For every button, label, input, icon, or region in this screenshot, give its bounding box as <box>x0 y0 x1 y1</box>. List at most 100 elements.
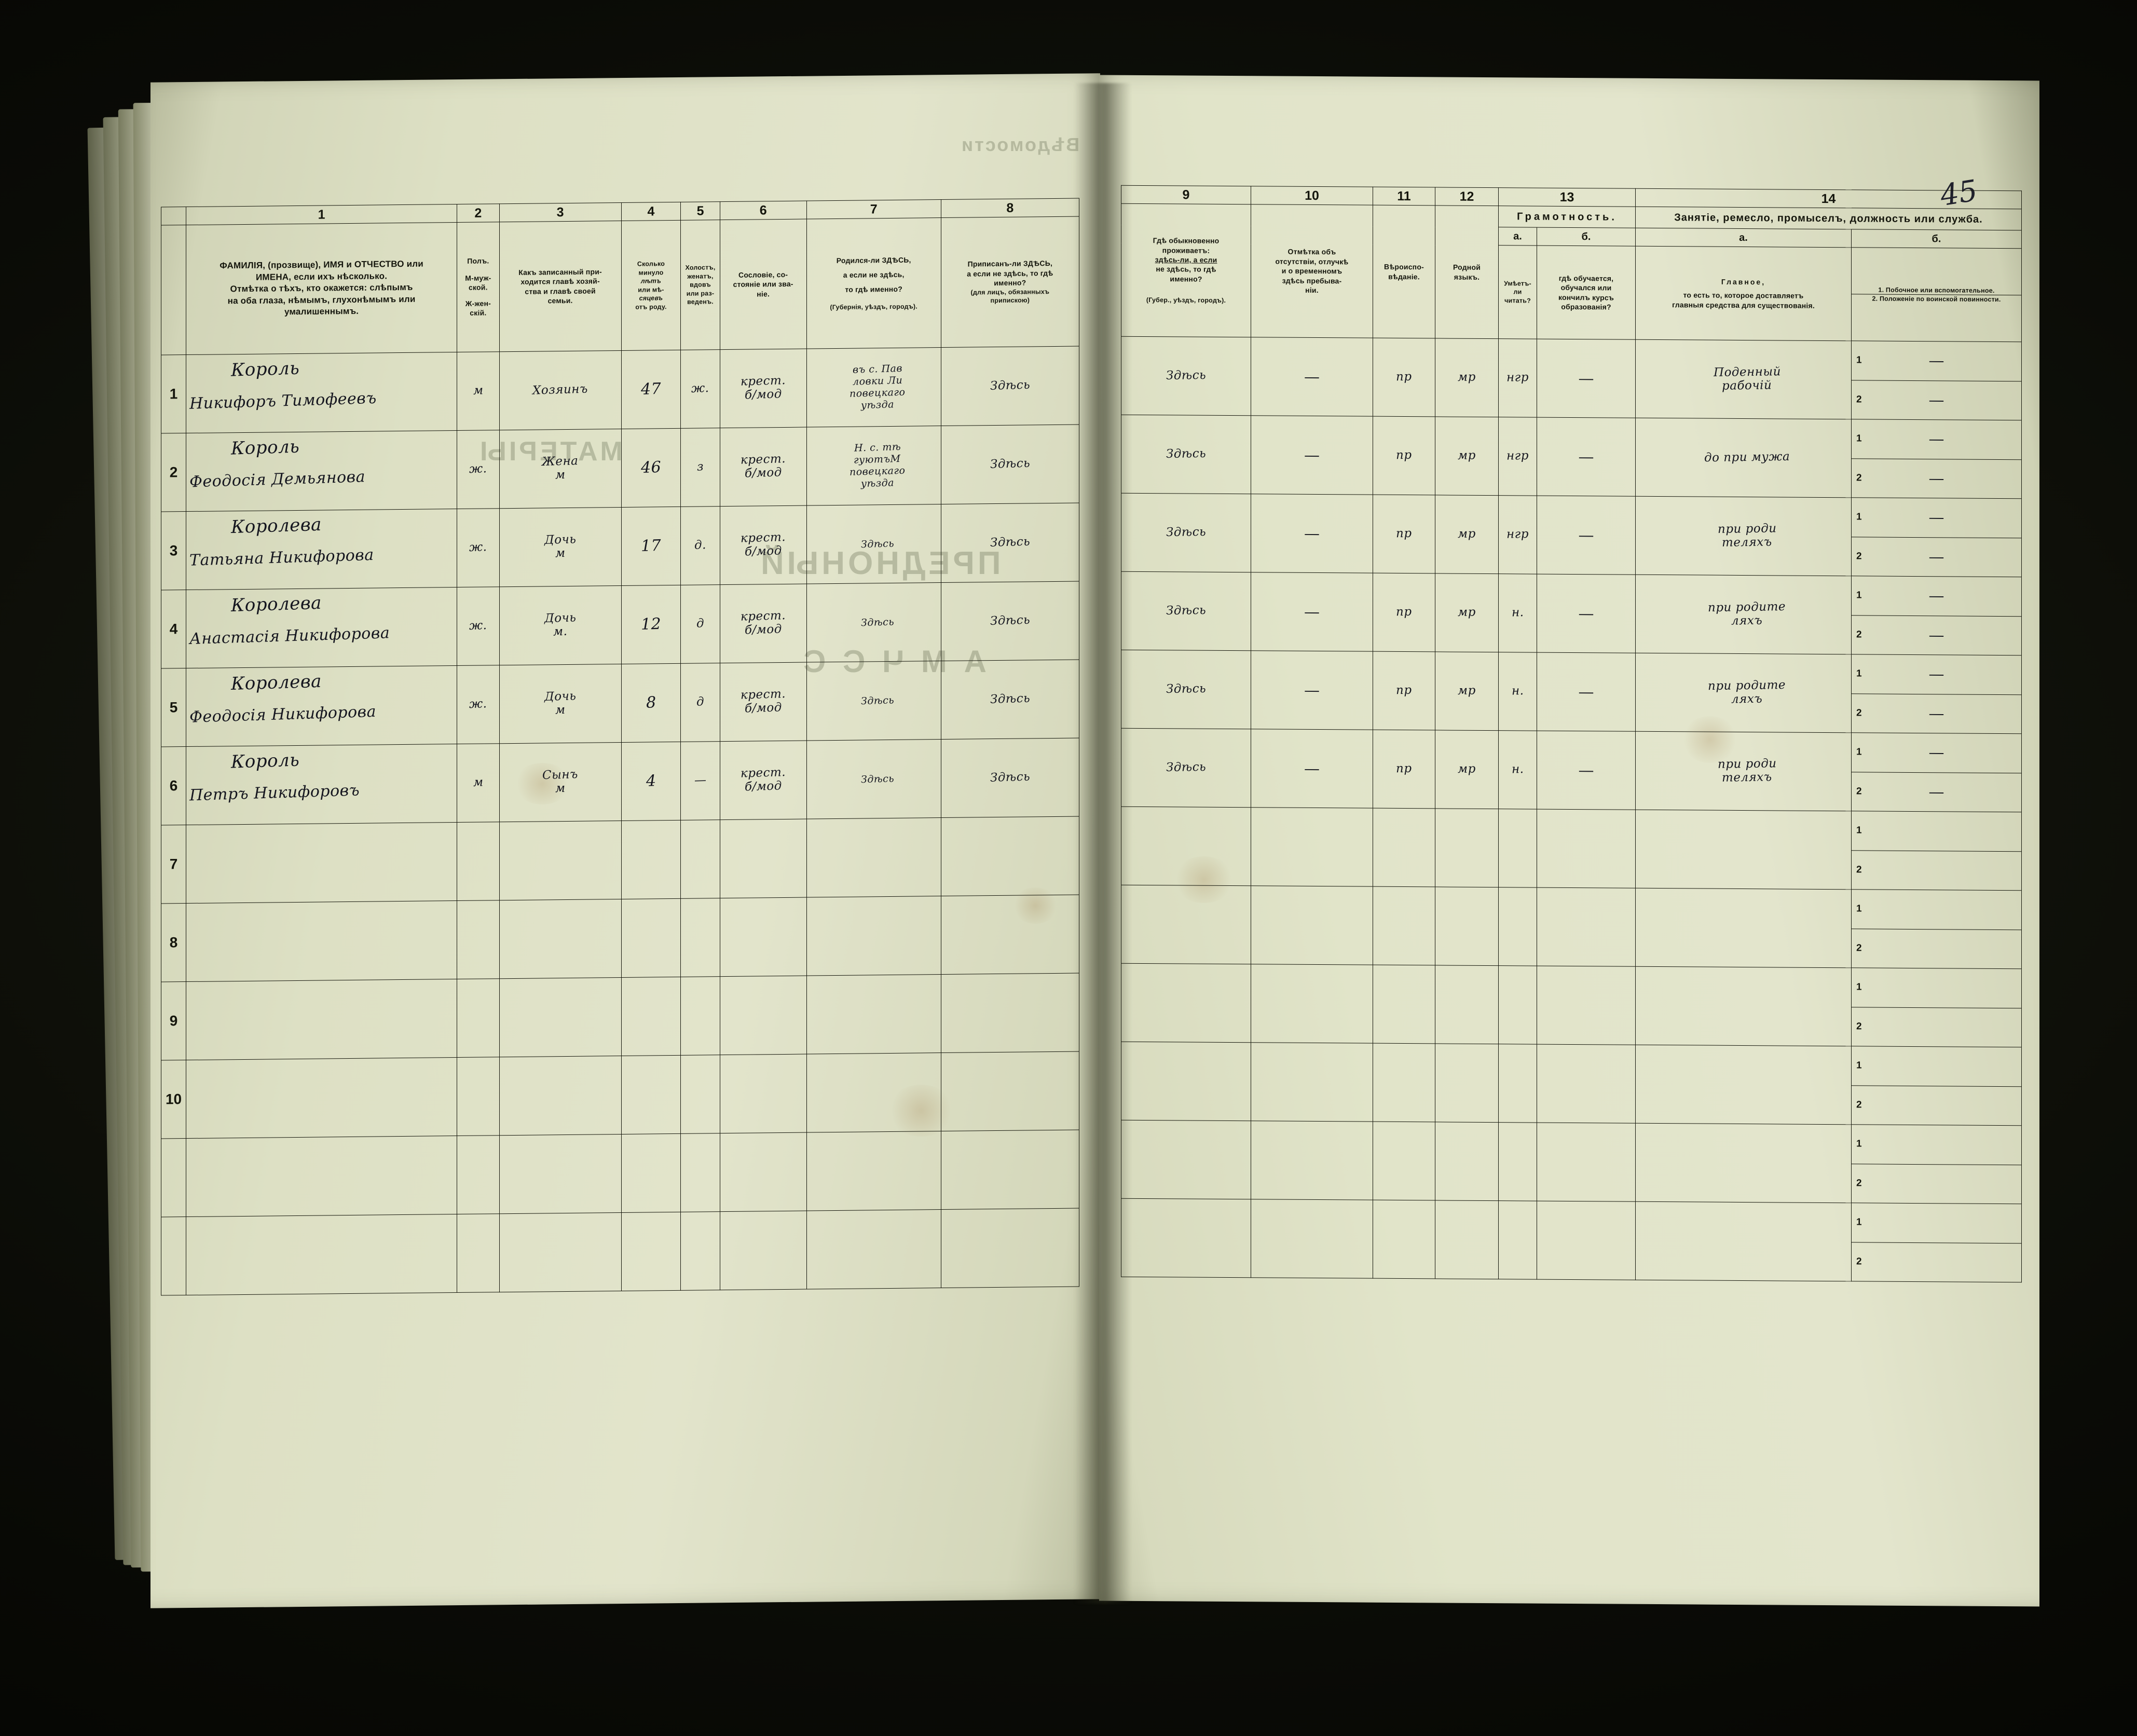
cell-absence[interactable] <box>1251 964 1373 1044</box>
cell-name[interactable]: Король Петръ Никифоровъ <box>186 744 457 825</box>
cell-language[interactable] <box>1435 965 1499 1044</box>
cell-absence[interactable]: — <box>1251 729 1373 809</box>
cell-estate[interactable] <box>720 897 807 977</box>
cell-secondary-occupation[interactable]: 1—2— <box>1851 497 2022 577</box>
cell-name[interactable]: Король Никифоръ Тимофеевъ <box>186 352 457 433</box>
cell-absence[interactable]: — <box>1251 494 1373 573</box>
aux-slot-1[interactable]: 1 <box>1852 1124 2021 1165</box>
cell-estate[interactable]: крест. б/мод <box>720 349 807 428</box>
cell-literacy-can-read[interactable]: нгр <box>1498 495 1537 575</box>
cell-absence[interactable]: — <box>1251 415 1373 495</box>
cell-absence[interactable] <box>1251 807 1373 887</box>
cell-secondary-occupation[interactable]: 1—2— <box>1851 419 2022 499</box>
aux-slot-2[interactable]: 2— <box>1856 704 1944 723</box>
cell-age[interactable]: 47 <box>621 350 681 429</box>
cell-registration[interactable]: Здѣсь <box>941 581 1079 661</box>
aux-slot-1[interactable]: 1— <box>1852 419 2021 460</box>
cell-language[interactable] <box>1435 1122 1499 1201</box>
cell-religion[interactable] <box>1373 1122 1435 1200</box>
cell-relation[interactable] <box>499 977 622 1057</box>
cell-name[interactable] <box>186 900 457 982</box>
cell-birthplace[interactable] <box>806 896 941 976</box>
cell-relation[interactable]: Жена м <box>499 429 622 509</box>
cell-secondary-occupation[interactable]: 1—2— <box>1851 340 2022 420</box>
cell-language[interactable]: мр <box>1435 338 1499 417</box>
cell-sex[interactable]: ж. <box>457 586 500 666</box>
table-row[interactable]: 10 <box>161 1051 1079 1139</box>
cell-absence[interactable] <box>1251 885 1373 965</box>
cell-literacy-can-read[interactable]: н. <box>1498 573 1537 653</box>
cell-estate[interactable] <box>720 1132 807 1212</box>
cell-registration[interactable] <box>941 973 1079 1053</box>
cell-language[interactable]: мр <box>1435 495 1499 574</box>
cell-absence[interactable]: — <box>1251 337 1373 417</box>
cell-residence[interactable]: Здѣсь <box>1121 728 1251 808</box>
cell-sex[interactable] <box>457 978 500 1058</box>
cell-marital[interactable] <box>680 1211 720 1291</box>
cell-residence[interactable]: Здѣсь <box>1121 571 1251 651</box>
cell-sex[interactable] <box>457 1057 500 1136</box>
cell-language[interactable] <box>1435 1043 1499 1123</box>
cell-marital[interactable]: д. <box>680 506 720 585</box>
aux-slot-1[interactable]: 1— <box>1852 654 2021 695</box>
aux-slot-2[interactable]: 2 <box>1856 942 1862 954</box>
aux-slot-1[interactable]: 1 <box>1852 811 2021 852</box>
table-row[interactable]: 6 Король Петръ Никифоровъ м Сынъ м 4— крест. б/м… <box>161 738 1079 825</box>
cell-birthplace[interactable] <box>806 1209 941 1290</box>
cell-secondary-occupation[interactable]: 1—2— <box>1851 576 2022 655</box>
cell-sex[interactable] <box>457 822 500 901</box>
table-row[interactable]: 1 Король Никифоръ Тимофеевъ м Хозяинъ 47 ж. кре… <box>161 346 1079 433</box>
cell-main-occupation[interactable]: до при мужа <box>1635 418 1852 498</box>
cell-literacy-education[interactable] <box>1537 809 1636 888</box>
cell-name[interactable]: Королева Феодосія Никифорова <box>186 665 457 747</box>
cell-residence[interactable] <box>1121 807 1251 886</box>
cell-registration[interactable]: Здѣсь <box>941 425 1079 504</box>
cell-name[interactable] <box>186 822 457 904</box>
aux-slot-1[interactable]: 1 <box>1852 1046 2021 1087</box>
cell-age[interactable] <box>621 977 681 1056</box>
cell-religion[interactable] <box>1373 1200 1435 1279</box>
cell-estate[interactable] <box>720 1054 807 1133</box>
cell-estate[interactable] <box>720 976 807 1055</box>
cell-literacy-education[interactable] <box>1537 1044 1636 1124</box>
cell-literacy-can-read[interactable]: нгр <box>1498 338 1537 418</box>
aux-slot-2[interactable]: 2— <box>1856 626 1944 645</box>
cell-birthplace[interactable]: Н. с. тѣ гуютъМ повецкаго уѣзда <box>806 426 941 506</box>
cell-estate[interactable]: крест. б/мод <box>720 505 807 585</box>
cell-birthplace[interactable]: въ с. Пав ловки Ли повецкаго уѣзда <box>806 347 941 428</box>
cell-main-occupation[interactable] <box>1635 1201 1852 1281</box>
cell-sex[interactable]: м <box>457 743 500 823</box>
cell-language[interactable] <box>1435 1200 1499 1279</box>
cell-religion[interactable] <box>1373 965 1435 1044</box>
cell-marital[interactable]: ж. <box>680 349 720 429</box>
cell-registration[interactable]: Здѣсь <box>941 738 1079 818</box>
cell-absence[interactable] <box>1251 1199 1373 1279</box>
aux-slot-1[interactable]: 1— <box>1852 340 2021 381</box>
cell-relation[interactable] <box>499 821 622 900</box>
cell-religion[interactable]: пр <box>1373 573 1435 652</box>
cell-absence[interactable] <box>1251 1042 1373 1122</box>
cell-name[interactable]: Королева Анастасія Никифорова <box>186 587 457 668</box>
cell-literacy-can-read[interactable]: н. <box>1498 652 1537 731</box>
cell-religion[interactable]: пр <box>1373 651 1435 730</box>
cell-main-occupation[interactable]: Поденный рабочій <box>1635 339 1852 419</box>
cell-literacy-education[interactable] <box>1537 1201 1636 1280</box>
aux-slot-1[interactable]: 1 <box>1852 1202 2021 1243</box>
cell-name[interactable] <box>186 1057 457 1139</box>
cell-literacy-education[interactable]: — <box>1537 731 1636 810</box>
cell-estate[interactable] <box>720 1211 807 1290</box>
cell-estate[interactable]: крест. б/мод <box>720 662 807 742</box>
cell-sex[interactable]: ж. <box>457 430 500 509</box>
cell-age[interactable] <box>621 898 681 978</box>
cell-residence[interactable]: Здѣсь <box>1121 493 1251 572</box>
cell-relation[interactable]: Дочь м. <box>499 585 622 665</box>
cell-literacy-can-read[interactable] <box>1498 965 1537 1045</box>
